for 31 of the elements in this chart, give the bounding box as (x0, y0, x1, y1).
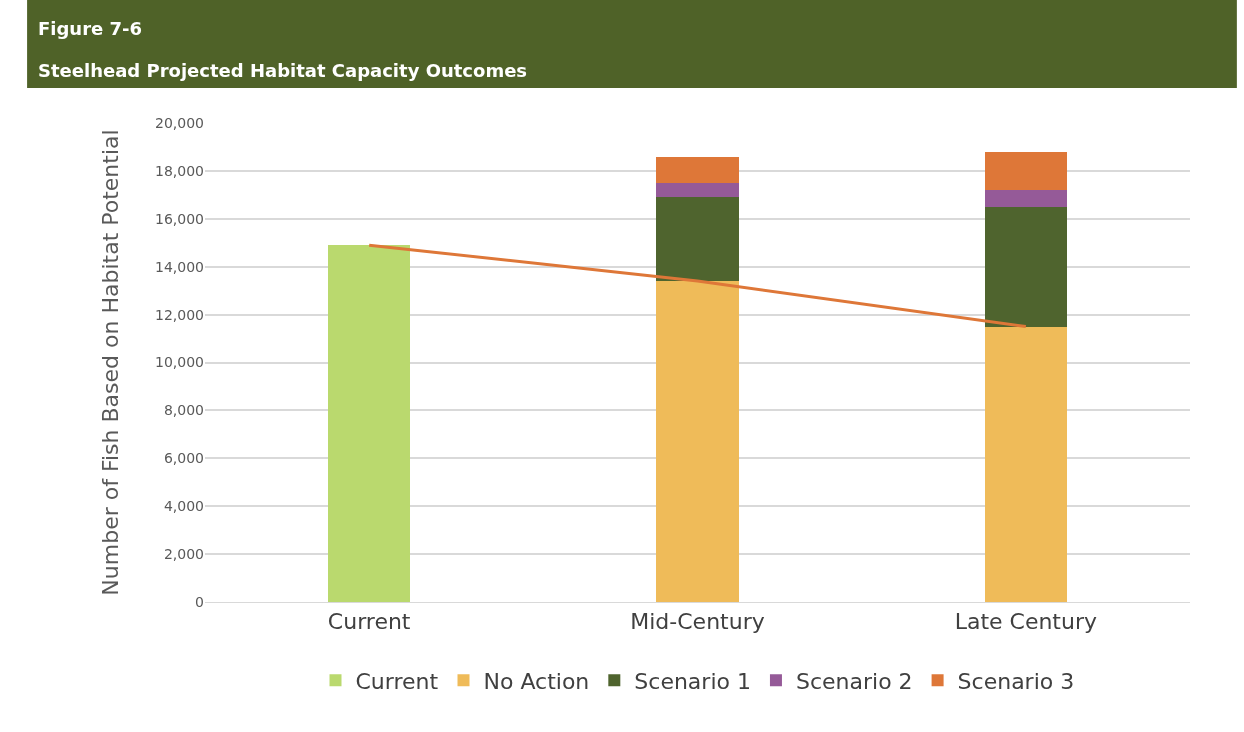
bar (984, 190, 1067, 207)
bar (984, 206, 1067, 327)
bar (984, 326, 1067, 602)
chart-title: Figure 7-6 (38, 18, 143, 39)
y-tick-label: 16,000 (155, 210, 204, 227)
bar (984, 151, 1067, 191)
legend-label: No Action (483, 668, 590, 694)
y-tick-label: 4,000 (163, 498, 204, 515)
y-tick-label: 18,000 (155, 162, 204, 179)
bar (656, 281, 739, 602)
y-tick-label: 14,000 (155, 258, 204, 275)
bar (656, 182, 739, 198)
bar (656, 197, 739, 282)
bar (656, 156, 739, 183)
y-tick-label: 6,000 (163, 450, 204, 467)
x-tick-label: Mid-Century (630, 609, 765, 635)
legend-label: Current (355, 668, 439, 694)
bar (328, 245, 411, 602)
y-axis-title: Number of Fish Based on Habitat Potential (97, 129, 123, 596)
x-tick-label: Late Century (954, 609, 1098, 635)
y-tick-label: 20,000 (155, 114, 204, 131)
y-tick-label: 12,000 (155, 306, 204, 323)
y-tick-label: 8,000 (163, 402, 204, 419)
y-tick-label: 10,000 (155, 354, 204, 371)
legend-label: Scenario 2 (795, 668, 913, 694)
legend-label: Scenario 1 (634, 668, 751, 694)
chart-subtitle: Steelhead Projected Habitat Capacity Outcomes (38, 60, 528, 81)
y-tick-label: 2,000 (163, 546, 204, 562)
x-tick-label: Current (327, 609, 411, 635)
legend-label: Scenario 3 (957, 668, 1075, 694)
y-tick-label: 0 (195, 593, 204, 610)
